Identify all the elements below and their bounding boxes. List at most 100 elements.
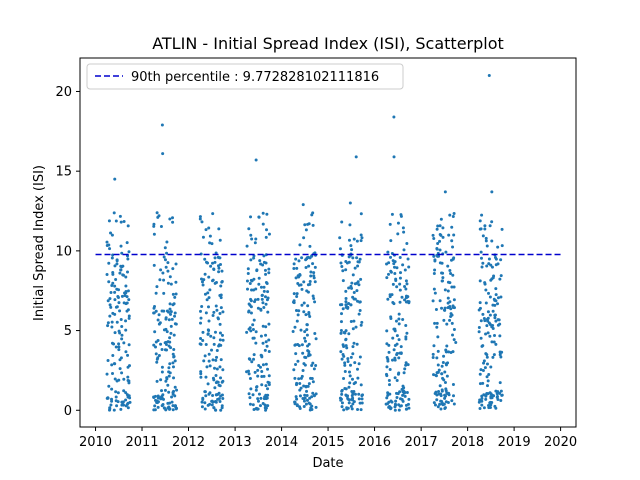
data-point [264,408,268,412]
data-point [108,303,112,307]
data-point [404,287,408,291]
data-point [247,392,251,396]
data-point [346,359,350,363]
data-point [207,275,211,279]
data-point [481,234,485,238]
data-point [435,321,439,325]
data-point [260,383,264,387]
data-point [117,301,121,305]
data-point [385,355,389,359]
data-point [168,362,172,366]
data-point [357,283,361,287]
data-point [349,363,352,367]
data-point [340,312,344,316]
data-point [436,405,440,409]
data-point [172,355,176,359]
data-point [200,400,204,404]
data-point [199,375,203,379]
data-point [247,372,251,376]
data-point [124,289,128,293]
data-point [161,152,165,156]
data-point [499,258,503,262]
data-point [164,379,168,383]
data-point [385,374,389,378]
data-point [115,320,119,324]
data-point [255,269,259,273]
data-point [387,261,391,265]
data-point [495,395,499,399]
data-point [127,316,131,320]
data-point [261,341,265,345]
data-point [152,311,156,315]
data-point [311,211,315,215]
data-point [386,393,390,397]
data-point [106,321,110,325]
data-point [249,311,253,315]
data-point [351,256,355,260]
data-point [479,319,483,323]
data-point [303,339,307,343]
data-point [164,265,168,269]
data-point [261,222,265,226]
y-tick-label: 5 [64,324,72,339]
data-point [208,364,212,368]
data-point [478,306,482,310]
data-point [155,379,159,383]
data-point [392,115,396,119]
data-point [347,385,351,389]
data-point [107,280,111,284]
data-point [218,238,222,242]
data-point [451,214,455,218]
data-point [404,407,408,411]
data-point [159,378,163,382]
data-point [292,368,296,372]
data-point [113,298,117,302]
data-point [105,244,109,248]
data-point [309,274,313,278]
data-point [435,227,439,231]
data-point [484,236,488,240]
data-point [295,266,299,270]
data-point [387,350,391,354]
data-point [348,223,352,227]
data-point [452,256,456,260]
data-point [490,265,494,269]
data-point [119,268,123,272]
data-point [494,319,498,323]
data-point [198,215,202,219]
data-point [385,276,389,280]
data-point [401,393,405,397]
data-point [347,401,351,405]
data-point [308,279,312,283]
data-point [113,264,117,268]
data-point [358,401,362,405]
data-point [484,397,488,401]
data-point [106,359,110,363]
data-point [338,303,342,307]
data-point [451,273,455,277]
data-point [405,390,409,394]
data-point [442,308,446,312]
data-point [253,300,257,304]
data-point [152,224,156,228]
data-point [124,275,128,279]
data-point [399,271,403,275]
data-point [293,400,297,404]
data-point [167,366,171,370]
data-point [306,222,310,226]
data-point [298,382,302,386]
data-point [118,271,122,275]
data-point [122,389,126,393]
data-point [124,350,128,354]
data-point [200,405,204,409]
data-point [209,264,213,268]
legend-box [86,63,404,90]
data-point [173,385,177,389]
data-point [171,361,175,365]
data-point [262,289,266,293]
data-point [294,257,298,261]
data-point [404,324,408,328]
data-point [477,400,481,404]
data-point [165,330,169,334]
data-point [359,277,363,281]
